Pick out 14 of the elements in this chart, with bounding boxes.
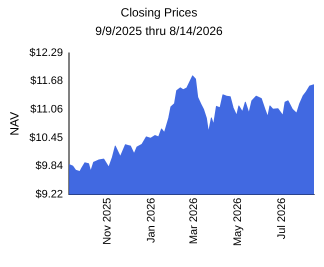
y-tick-label: $10.45 (29, 132, 64, 144)
chart-title: Closing Prices (120, 6, 198, 20)
x-tick-label: May 2026 (232, 198, 244, 246)
y-axis-title: NAV (8, 112, 22, 136)
chart-subtitle: 9/9/2025 thru 8/14/2026 (95, 24, 224, 38)
y-tick-label: $11.06 (30, 104, 64, 116)
x-tick-label: Mar 2026 (188, 198, 200, 244)
x-tick-label: Jan 2026 (145, 198, 158, 243)
y-tick-label: $11.68 (30, 75, 64, 88)
x-tick-label: Jul 2026 (276, 198, 288, 240)
y-tick-label: $9.22 (36, 188, 64, 201)
x-tick-label: Nov 2025 (101, 198, 114, 245)
y-tick-label: $12.29 (29, 46, 64, 59)
y-tick-label: $9.84 (36, 160, 64, 172)
